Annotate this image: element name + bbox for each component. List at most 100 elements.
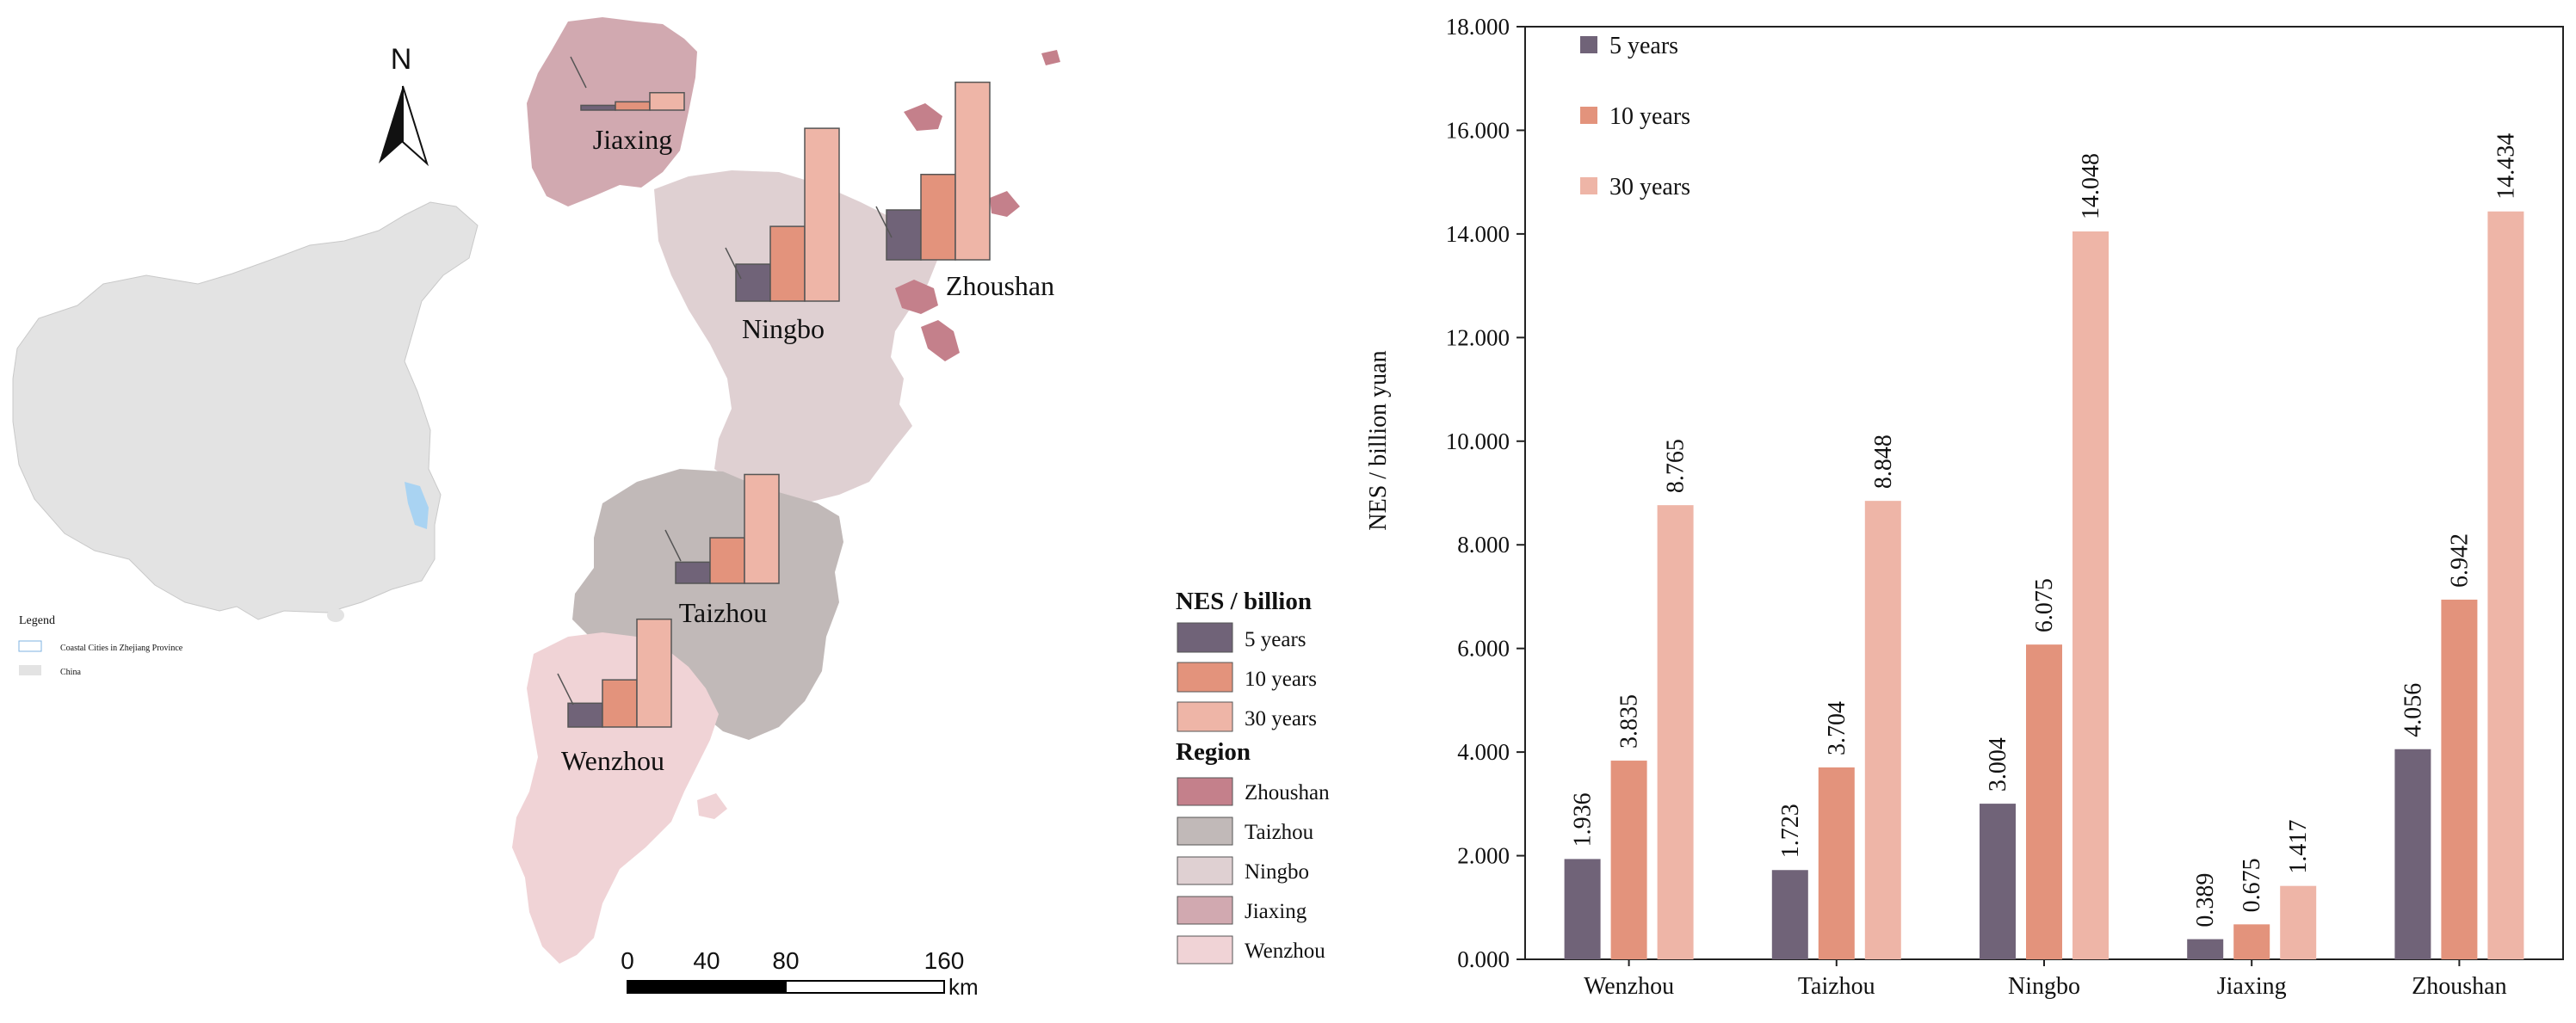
inset-legend-label-china: China [60, 668, 81, 677]
map-leader-ningbo [725, 247, 742, 280]
map-leader-jiaxing [570, 56, 587, 89]
legend-label-10y: 10 years [1245, 668, 1317, 691]
scale-seg-3 [785, 980, 945, 994]
bar-jiaxing-5years [2187, 939, 2224, 959]
chart-legend-swatch-30years [1580, 177, 1597, 194]
legend-swatch-zhoushan [1177, 777, 1233, 806]
data-label-jiaxing-10years: 0.675 [2239, 858, 2265, 912]
legend-label-jiaxing: Jiaxing [1245, 900, 1307, 923]
legend-label-30y: 30 years [1245, 707, 1317, 730]
legend-swatch-jiaxing [1177, 896, 1233, 925]
chart-legend-label-5years: 5 years [1609, 33, 1678, 59]
map-label-jiaxing: Jiaxing [593, 124, 672, 155]
chart-legend: 5 years 10 years 30 years [1580, 33, 1690, 200]
map-bar-ningbo-5years [735, 263, 771, 302]
north-label: N [391, 43, 412, 76]
china-inset-map [12, 201, 479, 622]
data-label-ningbo-5years: 3.004 [1985, 737, 2011, 792]
china-shape [12, 201, 479, 620]
map-bar-zhoushan-30years [954, 81, 991, 261]
legend-label-5y: 5 years [1245, 628, 1307, 651]
scale-tick-160: 160 [924, 947, 965, 974]
map-bar-zhoushan-10years [920, 173, 956, 261]
bar-wenzhou-30years [1657, 505, 1694, 959]
chart-bars: 1.936 3.835 8.765 1.723 3.704 8.848 3.004 6.075… [1564, 133, 2524, 959]
legend-swatch-5y [1177, 622, 1233, 653]
bar-zhoushan-10years [2441, 599, 2478, 959]
map-label-ningbo: Ningbo [742, 313, 825, 344]
data-label-zhoushan-10years: 6.942 [2446, 533, 2473, 588]
y-tick-label: 0.000 [1457, 946, 1510, 972]
data-label-zhoushan-5years: 4.056 [2400, 683, 2426, 737]
bar-zhoushan-5years [2394, 749, 2431, 959]
legend-swatch-taizhou [1177, 817, 1233, 846]
scale-unit: km [948, 974, 979, 1000]
bar-taizhou-30years [1864, 501, 1901, 959]
legend-label-taizhou: Taizhou [1245, 821, 1314, 844]
bar-ningbo-5years [1980, 804, 2016, 959]
legend-region-title: Region [1176, 738, 1251, 766]
y-tick-label: 18.000 [1446, 14, 1510, 40]
bar-jiaxing-10years [2233, 924, 2270, 959]
y-tick-label: 14.000 [1446, 221, 1510, 247]
x-tick-label-ningbo: Ningbo [2008, 973, 2080, 1000]
y-axis-label: NES / billion yuan [1365, 350, 1392, 530]
inset-legend-swatch-coastal [18, 640, 42, 652]
china-coast-highlight [405, 482, 429, 529]
legend-label-zhoushan: Zhoushan [1245, 781, 1330, 804]
map-bar-zhoushan-5years [886, 209, 922, 261]
inset-legend: Legend Coastal Cities in Zhejiang Provin… [18, 614, 183, 677]
x-tick-label-taizhou: Taizhou [1798, 973, 1875, 1000]
chart-legend-swatch-10years [1580, 107, 1597, 124]
north-arrow-right [402, 85, 429, 167]
data-label-jiaxing-5years: 0.389 [2192, 873, 2219, 927]
legend-label-ningbo: Ningbo [1245, 860, 1309, 884]
chart-axes: 0.000 2.000 4.000 6.000 8.000 10.000 12.000 14.… [1446, 14, 2564, 1000]
chart-legend-swatch-5years [1580, 36, 1597, 53]
bar-chart-svg: 0.000 2.000 4.000 6.000 8.000 10.000 12.000 14.… [1365, 14, 2564, 1000]
map-svg: Legend Coastal Cities in Zhejiang Provin… [12, 17, 1330, 1000]
data-label-jiaxing-30years: 1.417 [2285, 820, 2312, 874]
map-bar-jiaxing-30years [649, 91, 685, 111]
y-tick-label: 16.000 [1446, 117, 1510, 143]
y-tick-label: 10.000 [1446, 428, 1510, 454]
map-city-labels: Jiaxing Ningbo Zhoushan Taizhou Wenzhou [561, 124, 1054, 776]
map-bar-jiaxing-5years [580, 104, 616, 111]
map-leader-zhoushan [875, 206, 893, 238]
data-label-wenzhou-10years: 3.835 [1616, 694, 1643, 749]
chart-legend-label-30years: 30 years [1609, 174, 1690, 200]
map-legend: NES / billion 5 years 10 years 30 years … [1176, 588, 1330, 964]
data-label-zhoushan-30years: 14.434 [2493, 133, 2519, 200]
map-panel: Legend Coastal Cities in Zhejiang Provin… [12, 17, 1330, 1000]
region-zhoushan-south [921, 320, 960, 361]
map-label-taizhou: Taizhou [679, 597, 768, 628]
bar-taizhou-5years [1771, 870, 1808, 959]
data-label-wenzhou-30years: 8.765 [1663, 439, 1690, 493]
legend-swatch-ningbo [1177, 856, 1233, 885]
scale-tick-40: 40 [693, 947, 720, 974]
map-leader-wenzhou [557, 673, 574, 706]
inset-legend-swatch-china [19, 665, 41, 675]
data-label-ningbo-10years: 6.075 [2031, 578, 2058, 632]
bar-ningbo-30years [2073, 231, 2109, 959]
inset-legend-title: Legend [19, 614, 55, 627]
chart-panel: 0.000 2.000 4.000 6.000 8.000 10.000 12.000 14.… [1360, 0, 2576, 1019]
scale-tick-0: 0 [621, 947, 634, 974]
map-label-wenzhou: Wenzhou [561, 745, 664, 776]
region-ningbo-island [839, 366, 899, 422]
map-bar-wenzhou-5years [567, 702, 603, 728]
north-arrow-left [379, 86, 403, 163]
data-label-taizhou-5years: 1.723 [1777, 804, 1804, 858]
scale-seg-1 [627, 980, 707, 994]
map-bar-ningbo-10years [769, 225, 806, 302]
scale-seg-2 [706, 980, 787, 994]
map-bar-wenzhou-10years [602, 679, 638, 728]
data-label-wenzhou-5years: 1.936 [1570, 792, 1597, 847]
bar-jiaxing-30years [2280, 885, 2317, 959]
y-tick-label: 6.000 [1457, 636, 1510, 662]
y-tick-label: 4.000 [1457, 739, 1510, 765]
bar-ningbo-10years [2026, 644, 2062, 959]
legend-nes-title: NES / billion [1176, 588, 1312, 615]
map-bar-taizhou-10years [709, 537, 745, 584]
hainan-island [327, 608, 344, 622]
